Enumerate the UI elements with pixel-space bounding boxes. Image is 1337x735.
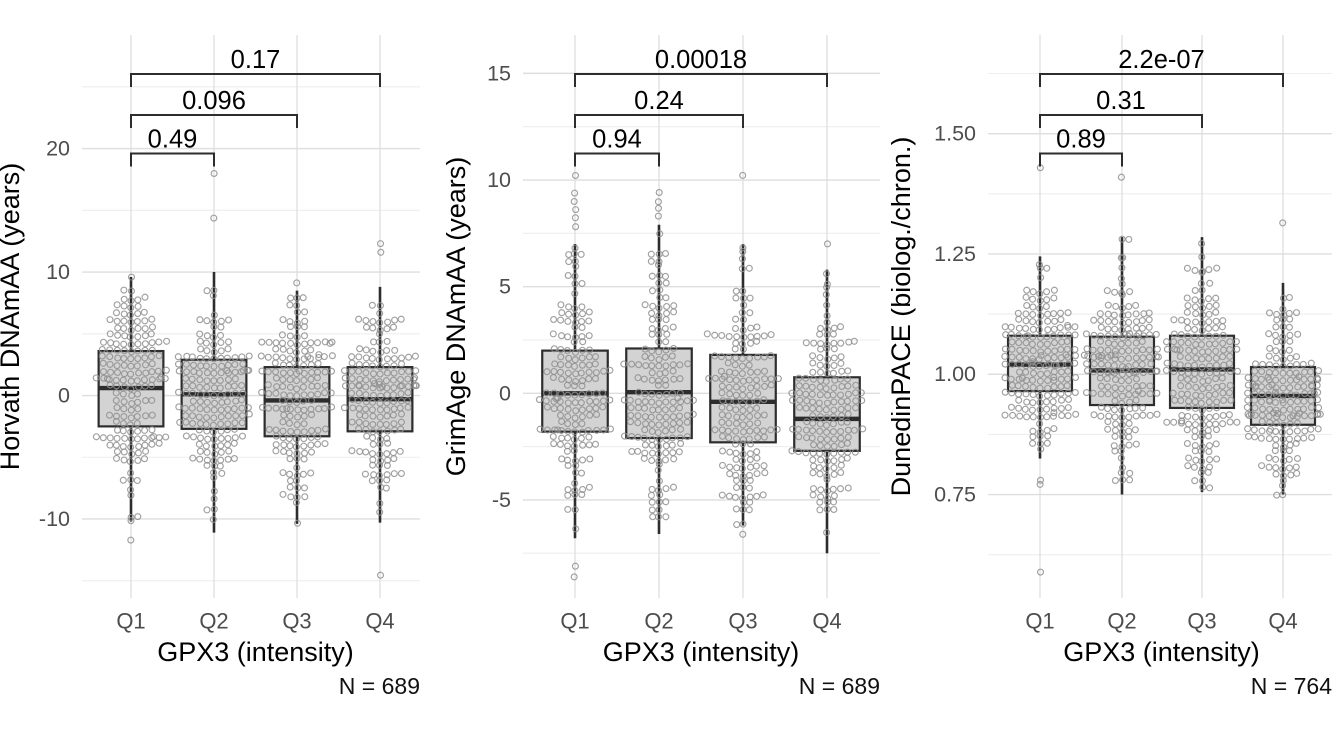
generated-label: Q1 — [116, 609, 145, 634]
generated-label: 1.00 — [934, 362, 976, 386]
generated-label: 20 — [46, 137, 70, 161]
generated-label: -5 — [492, 488, 511, 512]
panel-grimage: 15 10 5 0 -5 Q1 Q2 Q3 Q4 0.94 0.24 0.00018 GrimAge … — [446, 0, 892, 735]
horvath-x-axis-title: GPX3 (intensity) — [157, 637, 354, 667]
p-value-label: 0.096 — [182, 87, 246, 115]
p-value-label: 0.89 — [1057, 126, 1107, 154]
grimage-y-axis-title: GrimAge DNAmAA (years) — [446, 157, 471, 477]
generated-label: Q2 — [199, 609, 228, 634]
horvath-sample-size-label: N = 689 — [339, 673, 420, 699]
generated-label: 10 — [487, 168, 511, 192]
generated-label: Q3 — [282, 609, 311, 634]
dunedinpace-sample-size-label: N = 764 — [1251, 673, 1332, 699]
p-value-label: 2.2e-07 — [1119, 46, 1206, 74]
generated-label: 5 — [499, 275, 511, 299]
generated-label: 0.75 — [934, 483, 976, 507]
generated-label: Q1 — [1026, 609, 1055, 634]
dunedinpace-plot-layer: 1.50 1.25 1.00 0.75 Q1 Q2 Q3 Q4 0.89 0.31 2.2e-07 — [934, 35, 1333, 634]
generated-label: Q3 — [1188, 609, 1217, 634]
generated-label: 10 — [46, 260, 70, 284]
generated-label: Q4 — [1269, 609, 1298, 634]
generated-label: Q2 — [644, 609, 673, 634]
p-value-label: 0.24 — [634, 87, 684, 115]
generated-label: Q3 — [728, 609, 757, 634]
generated-label: Q4 — [812, 609, 841, 634]
generated-label: 0 — [58, 384, 70, 408]
panel-dunedinpace: 1.50 1.25 1.00 0.75 Q1 Q2 Q3 Q4 0.89 0.31 2.2e-07 … — [891, 0, 1337, 735]
p-value-label: 0.49 — [148, 126, 198, 154]
grimage-boxplot-svg: 15 10 5 0 -5 Q1 Q2 Q3 Q4 0.94 0.24 0.00018 GrimAge … — [446, 35, 880, 699]
generated-label: Q4 — [365, 609, 394, 634]
generated-label: 1.50 — [934, 122, 976, 146]
p-value-label: 0.17 — [231, 46, 281, 74]
generated-label: Q2 — [1108, 609, 1137, 634]
grimage-x-axis-title: GPX3 (intensity) — [602, 637, 799, 667]
generated-label: 1.25 — [934, 242, 976, 266]
generated-label: -10 — [39, 507, 70, 531]
generated-label: Q1 — [560, 609, 589, 634]
horvath-boxplot-svg: 20 10 0 -10 Q1 Q2 Q3 Q4 0.49 0.096 0.17 Horvath DN… — [0, 35, 421, 699]
grimage-plot-layer: 15 10 5 0 -5 Q1 Q2 Q3 Q4 0.94 0.24 0.00018 — [487, 35, 880, 633]
horvath-y-axis-title: Horvath DNAmAA (years) — [0, 163, 25, 471]
dunedinpace-y-axis-title: DunedinPACE (biolog./chron.) — [891, 137, 916, 497]
panel-horvath: 20 10 0 -10 Q1 Q2 Q3 Q4 0.49 0.096 0.17 Horvath DN… — [0, 0, 446, 735]
grimage-sample-size-label: N = 689 — [798, 673, 879, 699]
generated-label: 0 — [499, 381, 511, 405]
p-value-label: 0.94 — [592, 126, 642, 154]
p-value-label: 0.31 — [1097, 87, 1147, 115]
dunedinpace-x-axis-title: GPX3 (intensity) — [1064, 637, 1261, 667]
p-value-label: 0.00018 — [655, 46, 747, 74]
generated-label: 15 — [487, 61, 511, 85]
horvath-plot-layer: 20 10 0 -10 Q1 Q2 Q3 Q4 0.49 0.096 0.17 — [39, 35, 421, 634]
